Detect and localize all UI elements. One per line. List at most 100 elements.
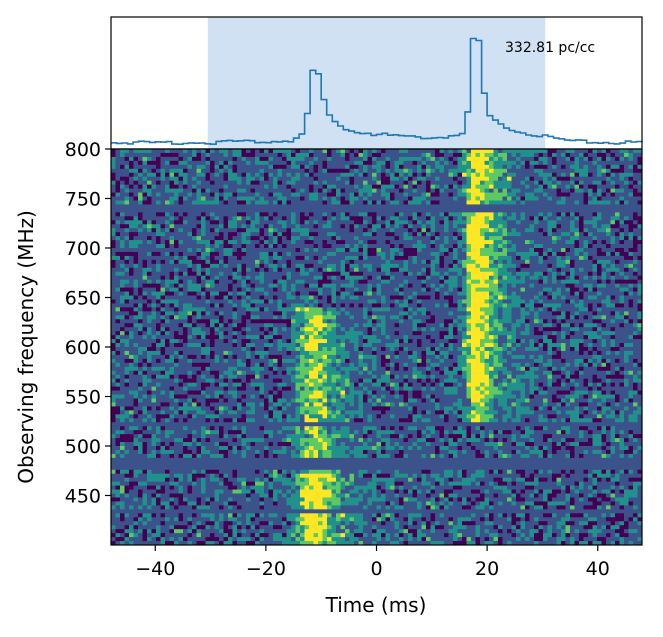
- heatmap-cell: [273, 224, 278, 229]
- heatmap-cell: [417, 303, 422, 308]
- heatmap-cell: [174, 275, 179, 281]
- heatmap-cell: [565, 283, 571, 288]
- heatmap-cell: [138, 224, 143, 229]
- heatmap-cell: [498, 279, 503, 285]
- heatmap-cell: [417, 248, 422, 253]
- heatmap-cell: [214, 271, 220, 277]
- heatmap-cell: [552, 164, 557, 170]
- heatmap-cell: [565, 287, 571, 292]
- heatmap-cell: [444, 248, 449, 253]
- heatmap-cell: [534, 152, 539, 158]
- heatmap-cell: [120, 240, 125, 245]
- heatmap-cell: [502, 224, 508, 229]
- heatmap-cell: [367, 303, 373, 308]
- heatmap-cell: [340, 244, 346, 249]
- heatmap-cell: [502, 279, 508, 285]
- heatmap-cell: [628, 267, 634, 273]
- heatmap-cell: [493, 248, 499, 253]
- heatmap-cell: [430, 184, 436, 189]
- heatmap-cell: [142, 200, 148, 205]
- heatmap-cell: [259, 287, 265, 292]
- heatmap-cell: [583, 204, 589, 209]
- heatmap-cell: [214, 303, 220, 308]
- heatmap-cell: [457, 196, 463, 201]
- heatmap-cell: [556, 184, 562, 189]
- heatmap-cell: [583, 263, 589, 269]
- heatmap-cell: [259, 224, 265, 229]
- heatmap-cell: [219, 149, 224, 154]
- heatmap-cell: [615, 176, 620, 182]
- heatmap-cell: [354, 248, 359, 253]
- heatmap-cell: [385, 180, 391, 186]
- heatmap-cell: [466, 255, 472, 261]
- heatmap-cell: [439, 291, 445, 296]
- heatmap-cell: [574, 204, 580, 209]
- heatmap-cell: [115, 263, 121, 269]
- heatmap-cell: [633, 291, 638, 296]
- heatmap-cell: [462, 188, 467, 193]
- heatmap-cell: [255, 200, 260, 205]
- heatmap-cell: [588, 275, 593, 281]
- heatmap-cell: [493, 303, 499, 308]
- heatmap-cell: [201, 176, 206, 182]
- heatmap-cell: [511, 152, 517, 158]
- heatmap-cell: [633, 251, 638, 257]
- heatmap-cell: [124, 192, 130, 197]
- heatmap-cell: [376, 240, 382, 245]
- heatmap-cell: [597, 307, 602, 312]
- heatmap-cell: [561, 287, 566, 292]
- heatmap-cell: [399, 240, 404, 245]
- heatmap-cell: [525, 228, 530, 233]
- heatmap-cell: [300, 164, 305, 170]
- heatmap-cell: [165, 168, 170, 174]
- heatmap-cell: [408, 244, 413, 249]
- heatmap-cell: [129, 228, 134, 233]
- heatmap-cell: [336, 271, 341, 277]
- heatmap-cell: [435, 204, 440, 209]
- heatmap-cell: [606, 283, 611, 288]
- heatmap-cell: [471, 172, 476, 178]
- heatmap-cell: [183, 228, 188, 233]
- heatmap-cell: [525, 192, 530, 197]
- heatmap-cell: [561, 259, 566, 265]
- heatmap-cell: [237, 160, 242, 166]
- heatmap-cell: [426, 271, 431, 277]
- heatmap-cell: [358, 168, 364, 174]
- heatmap-cell: [471, 307, 476, 312]
- heatmap-cell: [151, 251, 157, 257]
- heatmap-cell: [619, 244, 625, 249]
- heatmap-cell: [228, 180, 233, 186]
- heatmap-cell: [480, 307, 485, 312]
- heatmap-cell: [408, 216, 413, 221]
- heatmap-cell: [628, 156, 634, 162]
- heatmap-cell: [403, 180, 409, 186]
- heatmap-cell: [511, 176, 517, 182]
- heatmap-cell: [597, 164, 602, 170]
- heatmap-cell: [637, 176, 643, 182]
- heatmap-cell: [624, 279, 629, 285]
- heatmap-cell: [111, 232, 116, 237]
- heatmap-cell: [516, 228, 521, 233]
- heatmap-cell: [178, 196, 184, 201]
- heatmap-cell: [156, 283, 161, 288]
- heatmap-cell: [610, 180, 616, 186]
- heatmap-cell: [534, 156, 539, 162]
- heatmap-cell: [142, 172, 148, 178]
- heatmap-cell: [439, 255, 445, 261]
- heatmap-cell: [601, 275, 607, 281]
- heatmap-cell: [349, 152, 355, 158]
- heatmap-cell: [138, 299, 143, 304]
- heatmap-cell: [129, 255, 134, 261]
- heatmap-cell: [480, 172, 485, 178]
- heatmap-cell: [412, 299, 418, 304]
- heatmap-cell: [237, 184, 242, 189]
- heatmap-cell: [489, 168, 494, 174]
- heatmap-cell: [619, 164, 625, 170]
- heatmap-cell: [633, 172, 638, 178]
- heatmap-cell: [534, 164, 539, 170]
- heatmap-cell: [309, 160, 314, 166]
- heatmap-cell: [547, 176, 553, 182]
- heatmap-cell: [376, 311, 382, 316]
- heatmap-cell: [147, 236, 152, 241]
- heatmap-cell: [282, 224, 287, 229]
